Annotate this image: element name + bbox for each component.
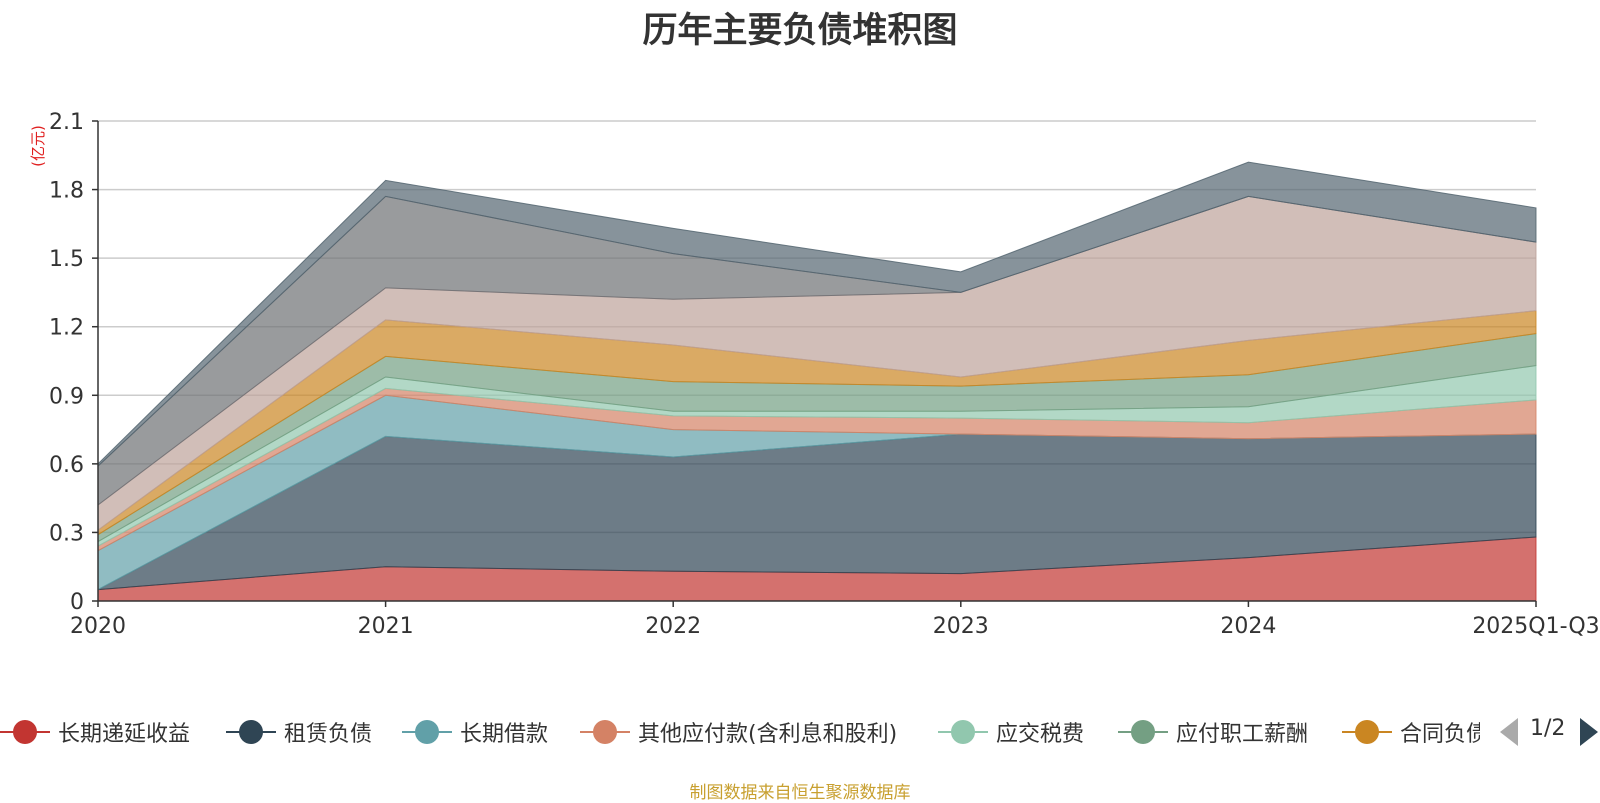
legend-pager: 1/2 (1500, 712, 1600, 752)
y-tick-label: 0 (70, 590, 84, 615)
axis-layer: 0 0.3 0.6 0.9 1.2 1.5 1.8 2.1 2020 2021 2022 2023 20… (29, 110, 1600, 639)
source-note: 制图数据来自恒生聚源数据库 (689, 783, 911, 803)
legend-marker-icon (580, 718, 630, 746)
legend-label: 应交税费 (996, 722, 1085, 747)
legend-marker-icon (1118, 718, 1168, 746)
y-tick-label: 0.9 (49, 384, 84, 409)
x-tick-label: 2025Q1-Q3 (1472, 614, 1599, 639)
legend-label: 租赁负债 (284, 722, 373, 747)
legend-items: 长期递延收益 租赁负债 长期借款 其他应付款(含利息和股利) 应交税费 应付职工薪酬 合同负… (0, 712, 1480, 752)
legend-label: 其他应付款(含利息和股利) (638, 722, 898, 747)
x-tick-label: 2022 (645, 614, 701, 639)
area-layer (97, 161, 1537, 602)
legend-item[interactable]: 租赁负债 (226, 712, 372, 752)
legend-item[interactable]: 应付职工薪酬 (1118, 712, 1308, 752)
y-tick-label: 1.2 (49, 316, 84, 341)
legend-marker-icon (226, 718, 276, 746)
legend-page-indicator: 1/2 (1530, 716, 1566, 741)
y-unit-label: (亿元) (29, 125, 47, 167)
legend-marker-icon (0, 718, 50, 746)
x-tick-label: 2021 (358, 614, 414, 639)
legend-marker-icon (1342, 718, 1392, 746)
legend-item[interactable]: 合同负债 (1342, 712, 1480, 752)
y-tick-label: 0.3 (49, 521, 84, 546)
y-tick-label: 0.6 (49, 453, 84, 478)
legend: 长期递延收益 租赁负债 长期借款 其他应付款(含利息和股利) 应交税费 应付职工薪酬 合同负… (0, 712, 1600, 752)
legend-marker-icon (938, 718, 988, 746)
x-tick-label: 2024 (1220, 614, 1276, 639)
legend-label: 长期递延收益 (58, 722, 191, 747)
area-series-9 (97, 161, 1537, 468)
legend-label: 合同负债 (1400, 722, 1480, 747)
x-tick-label: 2023 (933, 614, 989, 639)
y-tick-label: 2.1 (49, 110, 84, 135)
legend-next-icon[interactable] (1580, 718, 1598, 746)
legend-label: 长期借款 (460, 722, 549, 747)
legend-item[interactable]: 其他应付款(含利息和股利) (580, 712, 897, 752)
legend-item[interactable]: 长期递延收益 (0, 712, 190, 752)
y-tick-label: 1.8 (49, 179, 84, 204)
y-tick-label: 1.5 (49, 247, 84, 272)
chart-title: 历年主要负债堆积图 (642, 11, 958, 51)
legend-label: 应付职工薪酬 (1176, 722, 1309, 747)
x-tick-label: 2020 (70, 614, 126, 639)
legend-item[interactable]: 应交税费 (938, 712, 1084, 752)
legend-prev-icon[interactable] (1500, 718, 1518, 746)
legend-item[interactable]: 长期借款 (402, 712, 548, 752)
legend-marker-icon (402, 718, 452, 746)
